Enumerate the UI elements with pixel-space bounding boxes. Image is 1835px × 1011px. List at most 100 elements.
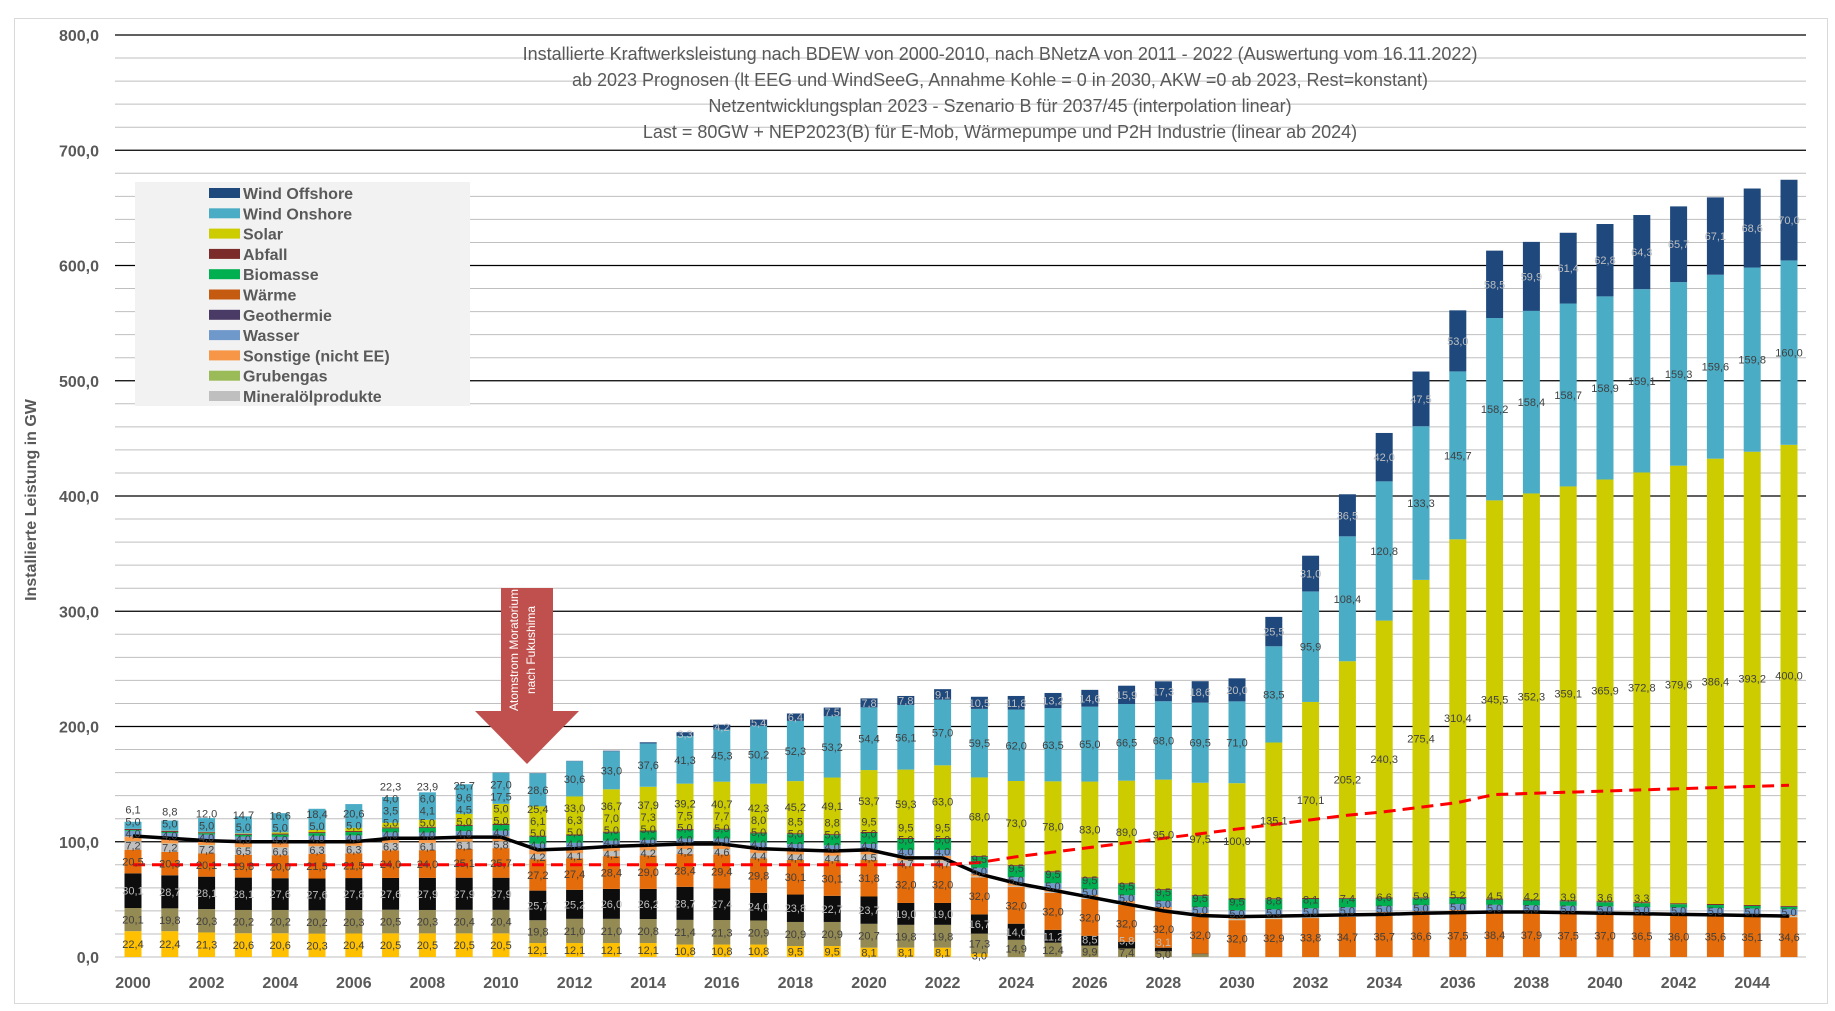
- data-label: 16,6: [269, 810, 290, 822]
- bar-segment: [382, 822, 400, 828]
- bar-segment: [970, 867, 988, 874]
- data-label: 7,4: [1340, 893, 1355, 905]
- data-label: 28,4: [601, 868, 622, 880]
- bar-segment: [529, 806, 547, 836]
- bar-segment: [1044, 708, 1062, 782]
- bar-segment: [492, 830, 510, 837]
- segment-labels: 22,420,130,120,57,24,05,06,122,419,828,7…: [122, 215, 1802, 962]
- data-label: 32,0: [1042, 906, 1063, 918]
- data-label: 5,8: [493, 840, 508, 852]
- bar-segment: [934, 924, 952, 948]
- data-label: 22,4: [159, 939, 180, 951]
- data-label: 7,5: [677, 811, 692, 823]
- conventional-capacity-line: [132, 834, 1790, 919]
- bar-segment: [1265, 909, 1283, 916]
- bar-segment: [676, 838, 694, 845]
- bar-segment: [823, 856, 841, 862]
- data-label: 4,0: [861, 840, 876, 852]
- bar-segment: [786, 834, 804, 845]
- data-label: 32,0: [969, 891, 990, 903]
- bar-segment: [897, 704, 915, 770]
- data-label: 71,0: [1226, 737, 1247, 749]
- bar-segment: [750, 920, 768, 945]
- data-label: 4,0: [273, 834, 288, 846]
- bar-segment: [198, 833, 216, 835]
- data-label: 6,1: [530, 816, 545, 828]
- data-label: 4,0: [714, 835, 729, 847]
- bar-segment: [713, 724, 731, 730]
- gridlines: [115, 34, 1806, 958]
- data-label: 4,7: [898, 858, 913, 870]
- data-label: 20,5: [380, 917, 401, 929]
- data-label: 37,5: [1447, 930, 1468, 942]
- bar-segment: [1780, 906, 1798, 910]
- bar-segment: [1559, 303, 1577, 487]
- data-label: 17,3: [1153, 686, 1174, 698]
- bar-segment: [1706, 274, 1724, 459]
- bar-segment: [1522, 241, 1540, 311]
- data-label: 5,0: [1561, 904, 1576, 916]
- bar-segment: [161, 838, 179, 844]
- data-label: 7,0: [604, 813, 619, 825]
- bar-segment: [1449, 897, 1467, 899]
- data-label: 27,4: [711, 899, 732, 911]
- bar-segment: [382, 797, 400, 823]
- data-label: 9,5: [788, 947, 803, 959]
- bar-segment: [308, 910, 326, 934]
- data-label: 19,8: [527, 927, 548, 939]
- title-line-1: Installierte Kraftwerksleistung nach BDE…: [523, 44, 1478, 64]
- bar-segment: [1338, 917, 1356, 957]
- bar-segment: [1265, 616, 1283, 647]
- x-tick-label: 2008: [410, 975, 446, 992]
- data-label: 6,1: [420, 842, 435, 854]
- bar-segment: [1780, 260, 1798, 445]
- bar-segment: [271, 847, 289, 856]
- bar-segment: [161, 843, 179, 852]
- data-label: 32,0: [1116, 918, 1137, 930]
- data-label: 5,0: [1082, 887, 1097, 899]
- y-tick-label: 400,0: [59, 489, 99, 506]
- bar-segment: [1191, 954, 1209, 957]
- bar-segment: [750, 944, 768, 957]
- bar-segment: [1154, 906, 1172, 910]
- bar-segment: [1081, 877, 1099, 879]
- x-tick-label: 2000: [115, 975, 151, 992]
- bar-segment: [566, 835, 584, 843]
- bar-segment: [418, 827, 436, 833]
- bar-segment: [934, 765, 952, 838]
- bar-segment: [1044, 892, 1062, 930]
- bar-segment: [1596, 224, 1614, 297]
- data-label: 7,4: [1119, 948, 1134, 960]
- data-label: 170,1: [1297, 795, 1325, 807]
- bar-segment: [1338, 897, 1356, 899]
- bar-stack-2009: [455, 784, 473, 957]
- data-label: 68,0: [1153, 735, 1174, 747]
- data-label: 372,8: [1628, 682, 1656, 694]
- bar-segment: [970, 696, 988, 709]
- bar-segment: [897, 769, 915, 838]
- bar-segment: [1338, 898, 1356, 908]
- bar-segment: [823, 921, 841, 947]
- data-label: 4,0: [751, 839, 766, 851]
- bar-segment: [1007, 865, 1025, 867]
- bar-segment: [382, 909, 400, 934]
- bar-segment: [1228, 899, 1246, 911]
- bar-stack-2040: [1596, 224, 1614, 957]
- bar-segment: [1559, 232, 1577, 304]
- data-label: 28,4: [674, 865, 695, 877]
- bar-segment: [860, 859, 878, 897]
- bar-segment: [271, 832, 289, 834]
- data-label: 20,2: [233, 917, 254, 929]
- data-label: 9,5: [1193, 893, 1208, 905]
- bar-segment: [382, 877, 400, 910]
- bar-segment: [124, 828, 142, 830]
- bar-segment: [639, 888, 657, 920]
- data-label: 5,0: [1119, 893, 1134, 905]
- data-label: 8,1: [935, 947, 950, 959]
- bar-segment: [1522, 310, 1540, 494]
- bar-segment: [1670, 206, 1688, 283]
- data-label: 359,1: [1554, 688, 1582, 700]
- bar-segment: [823, 851, 841, 856]
- data-label: 7,2: [199, 844, 214, 856]
- data-label: 8,5: [788, 816, 803, 828]
